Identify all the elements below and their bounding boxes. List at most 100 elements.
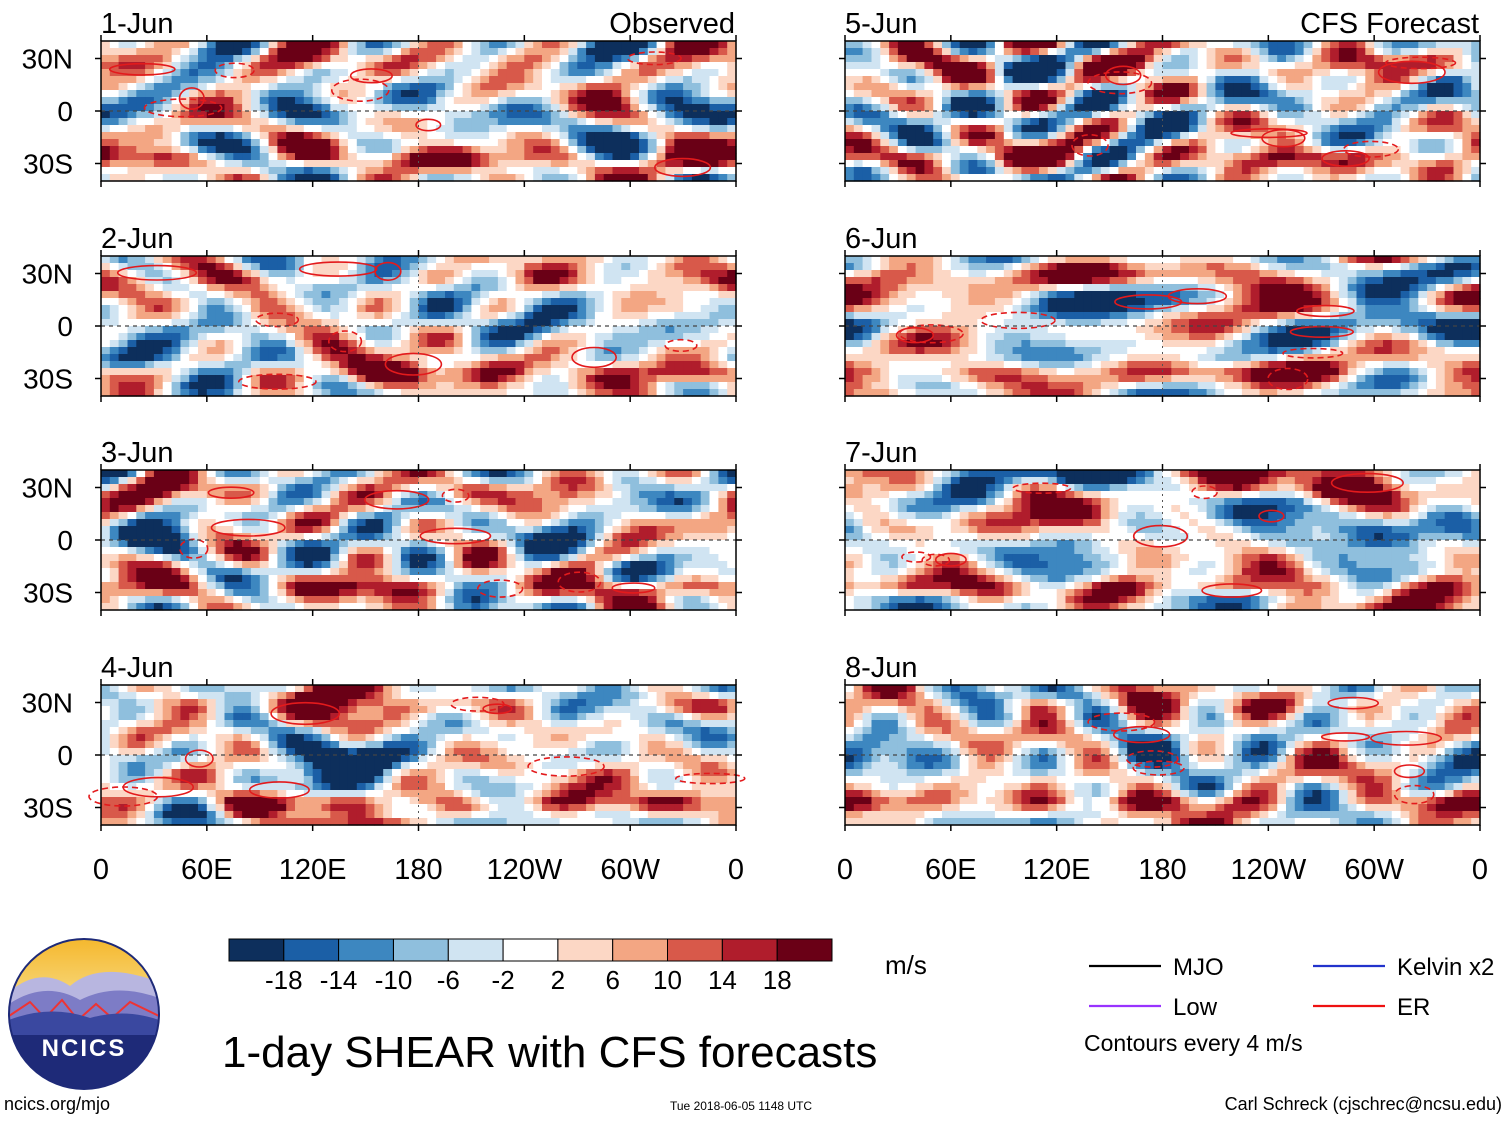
shear-cell <box>665 104 675 112</box>
shear-cell <box>189 554 199 562</box>
shear-cell <box>118 263 128 271</box>
shear-cell <box>286 554 296 562</box>
shear-cell <box>718 270 728 278</box>
shear-cell <box>709 55 719 63</box>
shear-cell <box>356 263 367 271</box>
shear-cell <box>180 55 190 63</box>
shear-cell <box>286 375 296 383</box>
shear-cell <box>356 685 367 693</box>
shear-cell <box>339 484 349 492</box>
shear-cell <box>180 596 190 604</box>
shear-cell <box>365 720 375 728</box>
shear-cell <box>242 326 252 334</box>
shear-cell <box>683 477 693 485</box>
shear-cell <box>612 692 622 700</box>
shear-cell <box>427 589 437 597</box>
shear-cell <box>286 685 296 693</box>
shear-cell <box>383 111 393 119</box>
shear-cell <box>356 734 367 742</box>
shear-cell <box>594 139 605 147</box>
shear-cell <box>233 505 243 513</box>
shear-cell <box>383 319 393 327</box>
shear-cell <box>127 291 137 299</box>
shear-cell <box>374 575 384 583</box>
shear-cell <box>568 111 578 119</box>
shear-cell <box>321 174 331 182</box>
shear-cell <box>233 83 243 91</box>
shear-cell <box>303 596 314 604</box>
shear-cell <box>568 720 578 728</box>
shear-cell <box>639 491 649 499</box>
shear-cell <box>347 83 358 91</box>
shear-cell <box>242 277 252 285</box>
shear-cell <box>409 319 420 327</box>
shear-cell <box>691 160 702 168</box>
shear-cell <box>674 284 684 292</box>
shear-cell <box>215 589 226 597</box>
shear-cell <box>365 361 375 369</box>
shear-cell <box>683 326 693 334</box>
shear-cell <box>709 76 719 84</box>
shear-cell <box>524 720 534 728</box>
shear-cell <box>533 547 543 555</box>
shear-cell <box>312 298 323 306</box>
shear-cell <box>215 305 226 313</box>
shear-cell <box>242 284 252 292</box>
shear-cell <box>674 83 684 91</box>
shear-cell <box>206 484 217 492</box>
shear-cell <box>153 167 164 175</box>
shear-cell <box>383 256 393 264</box>
shear-cell <box>127 540 137 548</box>
shear-cell <box>524 69 534 77</box>
shear-cell <box>153 526 164 534</box>
shear-cell <box>418 111 428 119</box>
shear-cell <box>321 540 331 548</box>
shear-cell <box>639 125 649 133</box>
shear-cell <box>524 692 534 700</box>
shear-cell <box>427 720 437 728</box>
shear-cell <box>277 118 287 126</box>
shear-cell <box>718 389 728 397</box>
shear-cell <box>612 270 622 278</box>
shear-cell <box>568 83 578 91</box>
shear-cell <box>374 540 384 548</box>
shear-cell <box>374 347 384 355</box>
shear-cell <box>321 48 331 56</box>
shear-cell <box>286 347 296 355</box>
shear-cell <box>109 48 120 56</box>
shear-cell <box>233 97 243 105</box>
shear-cell <box>383 55 393 63</box>
shear-cell <box>206 368 217 376</box>
shear-cell <box>224 375 234 383</box>
shear-cell <box>109 319 120 327</box>
shear-cell <box>189 90 199 98</box>
shear-cell <box>321 582 331 590</box>
shear-cell <box>462 256 472 264</box>
shear-cell <box>153 104 164 112</box>
shear-cell <box>612 62 622 70</box>
shear-cell <box>303 354 314 362</box>
shear-cell <box>497 97 508 105</box>
shear-cell <box>321 69 331 77</box>
shear-cell <box>259 104 270 112</box>
shear-cell <box>198 389 208 397</box>
shear-cell <box>215 382 226 390</box>
shear-cell <box>550 347 561 355</box>
shear-cell <box>621 305 631 313</box>
shear-cell <box>718 41 728 49</box>
shear-cell <box>497 69 508 77</box>
shear-cell <box>286 48 296 56</box>
shear-cell <box>383 139 393 147</box>
shear-cell <box>621 491 631 499</box>
shear-cell <box>453 76 464 84</box>
shear-cell <box>480 734 490 742</box>
shear-cell <box>374 533 384 541</box>
shear-cell <box>603 603 614 611</box>
shear-cell <box>392 118 402 126</box>
shear-cell <box>118 554 128 562</box>
shear-cell <box>162 48 173 56</box>
shear-cell <box>356 603 367 611</box>
shear-cell <box>118 375 128 383</box>
shear-cell <box>330 505 340 513</box>
shear-cell <box>153 382 164 390</box>
